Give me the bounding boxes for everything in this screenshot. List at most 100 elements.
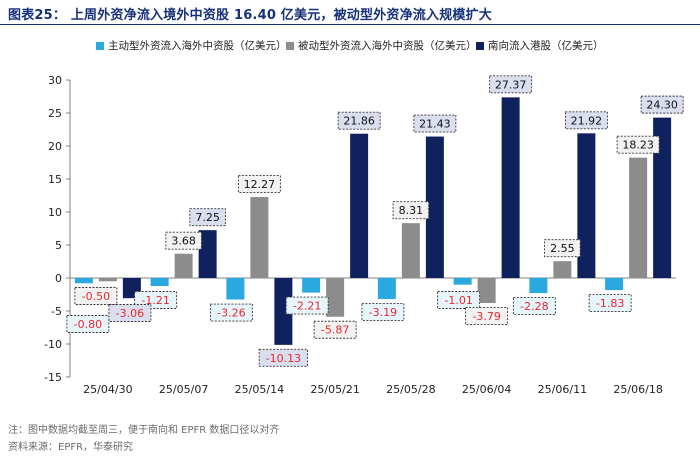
data-label: 21.92 [571,114,603,127]
data-label: -2.28 [520,300,548,313]
x-tick-label: 25/04/30 [83,383,132,396]
data-label: 24.30 [646,99,678,112]
data-label: 8.31 [399,204,424,217]
bar [501,97,520,278]
bar [453,278,472,285]
bar [250,197,269,278]
data-label: 18.23 [622,139,654,152]
data-label: 2.55 [550,242,575,255]
legend-item-passive: 被动型外资流入海外中资股（亿美元） [286,38,477,53]
footnote: 注：图中数据均截至周三，便于南向和 EPFR 数据口径以对齐 [8,425,280,436]
bar [150,278,169,286]
data-label: 3.68 [171,235,196,248]
x-tick-label: 25/05/28 [386,383,435,396]
data-label: -2.21 [293,300,321,313]
y-tick-label: 5 [55,239,62,252]
data-label: 27.37 [495,78,527,91]
data-label-box [313,320,357,339]
x-tick-label: 25/05/21 [310,383,359,396]
bar [529,278,548,294]
data-label-box [616,135,660,154]
legend-label-southbound: 南向流入港股（亿美元） [488,40,604,52]
data-label-box [437,291,481,309]
data-label-box [640,95,684,114]
data-label-box [489,75,533,94]
legend: 主动型外资流入海外中资股（亿美元） 被动型外资流入海外中资股（亿美元） 南向流入… [0,38,700,56]
bar [553,261,572,278]
x-tick-label: 25/06/04 [462,383,511,396]
data-label: 12.27 [244,178,276,191]
data-label: -10.13 [266,352,301,365]
data-label-box [392,201,430,220]
y-tick-label: 20 [48,140,62,153]
data-label-box [564,111,608,130]
chart-title: 图表25： 上周外资净流入境外中资股 16.40 亿美元，被动型外资净流入规模扩… [8,8,492,23]
legend-swatch-passive [286,41,294,50]
y-tick-label: 25 [48,107,62,120]
bar [377,278,396,300]
data-label: -1.83 [596,297,624,310]
bar [401,223,420,278]
source-note: 资料来源：EPFR，华泰研究 [8,442,134,453]
bar [653,117,672,279]
y-tick-label: -10 [44,338,62,351]
bar [326,278,345,317]
bar [577,133,596,278]
bar [174,253,193,278]
data-label-box [209,303,253,322]
y-tick-label: 10 [48,206,62,219]
data-label-box [361,303,405,322]
data-label-box [285,296,329,315]
data-label-box [66,315,110,333]
bar [98,278,117,282]
data-label-box [108,304,152,322]
data-label-box [544,239,581,258]
data-label-box [588,294,632,313]
bar [350,133,369,278]
legend-item-southbound: 南向流入港股（亿美元） [476,38,604,53]
x-tick-label: 25/06/11 [538,383,587,396]
data-label: -3.06 [116,307,144,320]
bar [274,278,293,345]
legend-item-active: 主动型外资流入海外中资股（亿美元） [96,38,287,53]
data-label: -1.01 [444,294,472,307]
data-label-box [258,348,309,367]
bar [302,278,321,293]
data-label-box [74,287,118,305]
legend-label-active: 主动型外资流入海外中资股（亿美元） [108,40,287,52]
x-tick-label: 25/05/14 [235,383,284,396]
title-bar: 图表25： 上周外资净流入境外中资股 16.40 亿美元，被动型外资净流入规模扩… [0,0,700,25]
data-label: -3.19 [369,306,397,319]
data-label: 21.86 [343,115,375,128]
data-label-box [413,114,457,133]
bar [74,278,93,284]
data-label: 7.25 [195,211,220,224]
data-label-box [512,297,556,315]
data-label-box [165,231,202,250]
bar [605,278,624,291]
x-tick-label: 25/06/18 [613,383,662,396]
data-label: 21.43 [419,118,451,131]
y-tick-label: -15 [44,371,62,384]
data-label: -5.87 [321,324,349,337]
bar [198,230,217,278]
y-tick-label: 0 [55,272,62,285]
bar [629,157,648,278]
legend-label-passive: 被动型外资流入海外中资股（亿美元） [298,40,477,52]
bar [226,278,245,300]
y-tick-label: -5 [51,305,62,318]
data-label: -1.21 [141,294,169,307]
bar [477,278,496,304]
bar [425,136,444,278]
x-tick-label: 25/05/07 [159,383,208,396]
data-label-box [189,208,226,227]
legend-swatch-southbound [476,41,484,50]
y-tick-label: 30 [48,74,62,87]
data-label-box [337,111,381,130]
data-label: -0.80 [74,318,102,331]
data-label: -3.79 [472,310,500,323]
data-label-box [237,175,281,193]
y-tick-label: 15 [48,173,62,186]
